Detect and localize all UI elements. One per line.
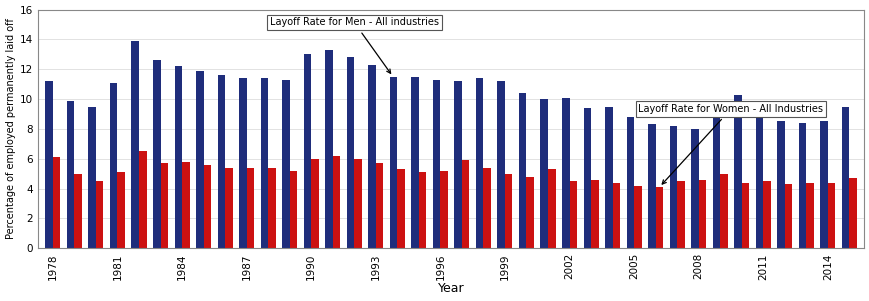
- Bar: [161, 163, 168, 248]
- Bar: [504, 174, 512, 248]
- Bar: [217, 75, 225, 248]
- Bar: [540, 99, 547, 248]
- Bar: [261, 78, 268, 248]
- Text: Layoff Rate for Men - All industries: Layoff Rate for Men - All industries: [269, 17, 438, 73]
- Bar: [440, 171, 448, 248]
- Bar: [268, 168, 275, 248]
- Bar: [139, 151, 146, 248]
- Bar: [325, 50, 332, 248]
- Bar: [175, 66, 182, 248]
- Bar: [239, 78, 246, 248]
- Bar: [89, 107, 96, 248]
- X-axis label: Year: Year: [437, 282, 464, 296]
- Bar: [354, 159, 362, 248]
- Bar: [547, 169, 555, 248]
- Bar: [454, 81, 461, 248]
- Bar: [282, 80, 289, 248]
- Bar: [117, 172, 125, 248]
- Bar: [776, 122, 784, 248]
- Bar: [332, 156, 340, 248]
- Bar: [497, 81, 504, 248]
- Bar: [583, 108, 590, 248]
- Text: Layoff Rate for Women - All Industries: Layoff Rate for Women - All Industries: [638, 104, 823, 184]
- Bar: [289, 171, 297, 248]
- Bar: [676, 181, 684, 248]
- Bar: [612, 183, 620, 248]
- Bar: [203, 165, 211, 248]
- Bar: [368, 65, 375, 248]
- Bar: [182, 162, 189, 248]
- Bar: [626, 117, 634, 248]
- Bar: [819, 122, 827, 248]
- Bar: [347, 57, 354, 248]
- Bar: [655, 187, 662, 248]
- Bar: [418, 172, 426, 248]
- Bar: [483, 168, 490, 248]
- Bar: [75, 174, 82, 248]
- Bar: [561, 98, 569, 248]
- Bar: [67, 101, 75, 248]
- Bar: [569, 181, 576, 248]
- Bar: [196, 71, 203, 248]
- Bar: [733, 95, 741, 248]
- Bar: [389, 77, 397, 248]
- Bar: [397, 169, 404, 248]
- Bar: [518, 93, 526, 248]
- Bar: [604, 107, 612, 248]
- Bar: [762, 181, 770, 248]
- Bar: [784, 184, 792, 248]
- Bar: [246, 168, 254, 248]
- Bar: [225, 168, 232, 248]
- Bar: [798, 123, 806, 248]
- Bar: [461, 160, 469, 248]
- Bar: [590, 180, 598, 248]
- Bar: [841, 107, 848, 248]
- Bar: [712, 110, 720, 248]
- Bar: [303, 54, 311, 248]
- Bar: [698, 180, 706, 248]
- Bar: [53, 157, 60, 248]
- Bar: [720, 174, 726, 248]
- Y-axis label: Percentage of employed permanently laid off: Percentage of employed permanently laid …: [5, 18, 16, 239]
- Bar: [375, 163, 383, 248]
- Bar: [634, 186, 641, 248]
- Bar: [45, 81, 53, 248]
- Bar: [526, 177, 534, 248]
- Bar: [827, 183, 834, 248]
- Bar: [475, 78, 483, 248]
- Bar: [433, 80, 440, 248]
- Bar: [96, 181, 103, 248]
- Bar: [848, 178, 856, 248]
- Bar: [690, 129, 698, 248]
- Bar: [153, 60, 161, 248]
- Bar: [755, 114, 762, 248]
- Bar: [411, 77, 418, 248]
- Bar: [806, 183, 813, 248]
- Bar: [669, 126, 676, 248]
- Bar: [741, 183, 748, 248]
- Bar: [311, 159, 318, 248]
- Bar: [109, 83, 117, 248]
- Bar: [647, 124, 655, 248]
- Bar: [131, 41, 139, 248]
